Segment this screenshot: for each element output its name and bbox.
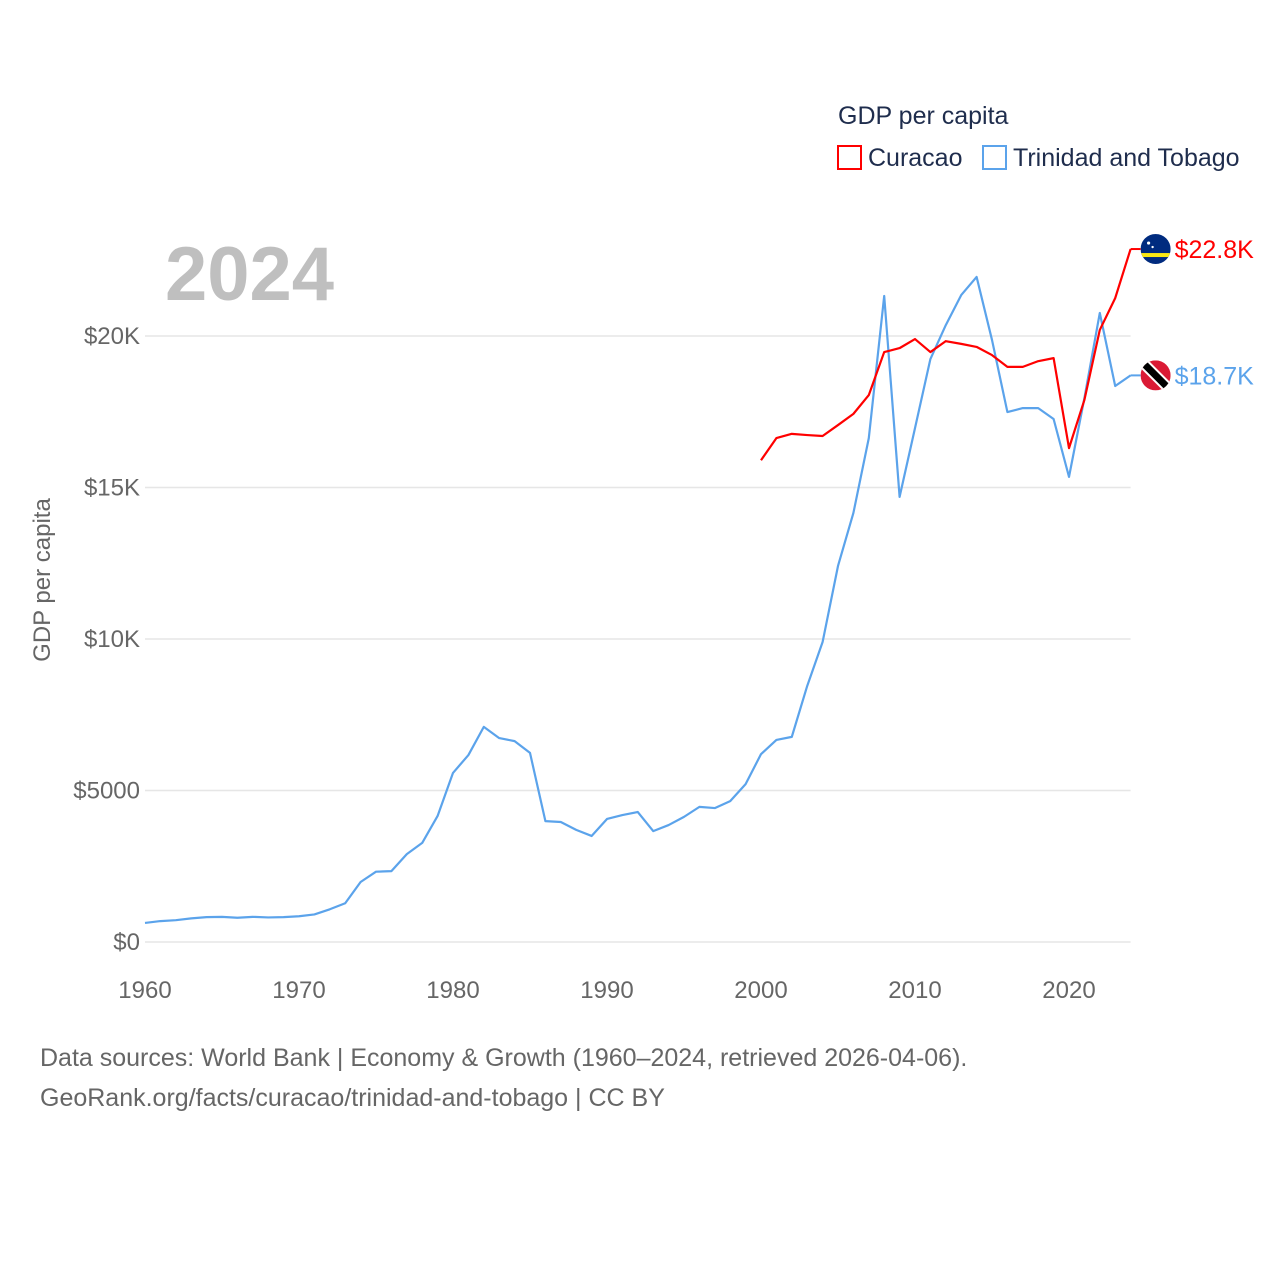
x-tick-label: 1960 (118, 977, 171, 1004)
legend-label-curacao: Curacao (868, 144, 963, 172)
y-tick-label: $20K (84, 323, 140, 350)
y-tick-label: $0 (113, 929, 140, 956)
legend-swatch-trinidad (982, 145, 1007, 170)
legend: GDP per capita Curacao Trinidad and Toba… (837, 102, 1240, 172)
y-tick-label: $15K (84, 475, 140, 502)
year-label: 2024 (165, 232, 334, 317)
x-tick-label: 1970 (272, 977, 325, 1004)
end-labels: $18.7K $22.8K (1130, 234, 1255, 391)
x-tick-label: 2000 (734, 977, 787, 1004)
x-tick-label: 2020 (1042, 977, 1095, 1004)
legend-label-trinidad: Trinidad and Tobago (1013, 144, 1240, 172)
end-value-label: $22.8K (1175, 236, 1255, 264)
series-line-trinidad (144, 275, 1132, 925)
y-tick-label: $10K (84, 626, 140, 653)
y-axis-label: GDP per capita (29, 498, 56, 662)
x-tick-label: 2010 (888, 977, 941, 1004)
legend-title: GDP per capita (838, 102, 1009, 130)
footer-sources: Data sources: World Bank | Economy & Gro… (40, 1044, 968, 1072)
series-lines (144, 248, 1132, 925)
y-tick-label: $5000 (73, 778, 140, 805)
x-tick-label: 1980 (426, 977, 479, 1004)
end-value-label: $18.7K (1175, 362, 1255, 390)
x-tick-label: 1990 (580, 977, 633, 1004)
series-line-curacao (760, 248, 1132, 461)
trinidad-flag-icon (1140, 360, 1171, 391)
y-axis: $0 $5000 $10K $15K $20K (73, 323, 140, 956)
x-axis: 1960 1970 1980 1990 2000 2010 2020 (118, 977, 1095, 1004)
legend-swatch-curacao (837, 145, 862, 170)
footer-url: GeoRank.org/facts/curacao/trinidad-and-t… (40, 1084, 665, 1112)
grid (145, 335, 1131, 943)
curacao-flag-icon (1140, 234, 1171, 265)
